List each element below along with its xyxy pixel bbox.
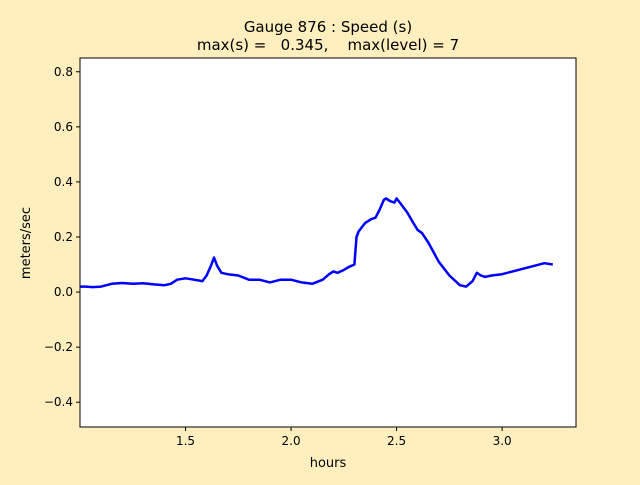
y-axis-label: meters/sec (19, 207, 34, 279)
y-axis-ticks: −0.4 −0.2 0.0 0.2 0.4 0.6 0.8 (44, 65, 80, 409)
y-tick-label: −0.2 (44, 340, 73, 354)
y-tick-label: 0.0 (54, 285, 73, 299)
chart-title-line1: Gauge 876 : Speed (s) (244, 18, 412, 36)
x-tick-label: 1.5 (176, 434, 195, 448)
x-axis-label: hours (310, 456, 347, 471)
y-tick-label: 0.4 (54, 175, 73, 189)
x-axis-ticks: 1.5 2.0 2.5 3.0 (176, 427, 512, 448)
chart-title-line2: max(s) = 0.345, max(level) = 7 (197, 36, 459, 54)
x-tick-label: 2.5 (387, 434, 406, 448)
x-tick-label: 3.0 (493, 434, 512, 448)
y-tick-label: 0.6 (54, 120, 73, 134)
y-tick-label: −0.4 (44, 395, 73, 409)
y-tick-label: 0.2 (54, 230, 73, 244)
y-tick-label: 0.8 (54, 65, 73, 79)
speed-series-line (80, 197, 553, 289)
x-tick-label: 2.0 (282, 434, 301, 448)
series-layer (80, 197, 553, 289)
plot-frame (79, 57, 577, 428)
plot-area (80, 58, 576, 427)
